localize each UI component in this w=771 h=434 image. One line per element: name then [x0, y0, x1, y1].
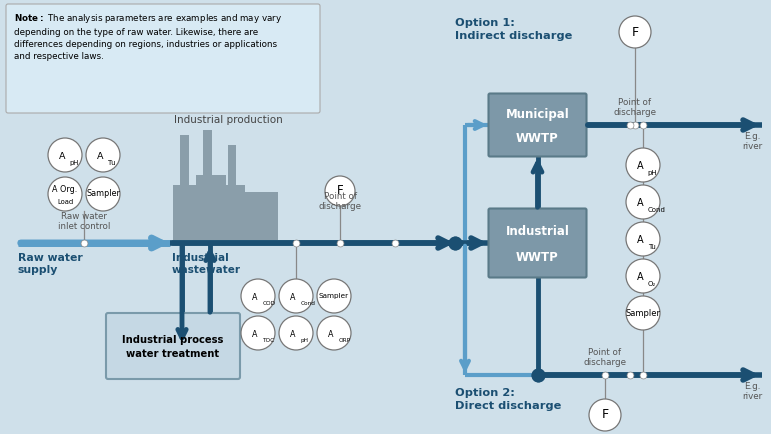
Bar: [180, 135, 189, 190]
Text: A: A: [252, 293, 258, 302]
Text: Municipal: Municipal: [506, 108, 569, 121]
Text: WWTP: WWTP: [516, 251, 559, 264]
Circle shape: [589, 399, 621, 431]
Bar: [203, 130, 212, 190]
Text: A: A: [637, 235, 643, 245]
Circle shape: [86, 138, 120, 172]
Text: Option 1:: Option 1:: [455, 18, 515, 28]
Text: A: A: [637, 161, 643, 171]
Text: Load: Load: [57, 199, 73, 205]
Text: Sampler: Sampler: [319, 293, 349, 299]
FancyBboxPatch shape: [489, 208, 587, 277]
Text: F: F: [631, 26, 638, 39]
Circle shape: [241, 316, 275, 350]
Text: E.g.
river: E.g. river: [742, 132, 762, 151]
Text: supply: supply: [18, 265, 59, 275]
Text: pH: pH: [301, 338, 308, 343]
Text: A: A: [290, 293, 296, 302]
Circle shape: [241, 279, 275, 313]
Bar: [243, 192, 278, 240]
Text: A: A: [637, 273, 643, 283]
Text: F: F: [337, 184, 343, 197]
FancyBboxPatch shape: [489, 93, 587, 157]
Text: COD: COD: [263, 301, 276, 306]
Circle shape: [279, 279, 313, 313]
Text: Cond: Cond: [301, 301, 316, 306]
Text: TOC: TOC: [263, 338, 275, 343]
Text: Industrial process: Industrial process: [123, 335, 224, 345]
Text: A Org.: A Org.: [52, 185, 78, 194]
Text: E.g.
river: E.g. river: [742, 382, 762, 401]
Text: pH: pH: [648, 170, 658, 176]
Circle shape: [626, 148, 660, 182]
Text: WWTP: WWTP: [516, 132, 559, 145]
Circle shape: [626, 222, 660, 256]
Text: Point of
discharge: Point of discharge: [584, 348, 627, 367]
Text: Industrial production: Industrial production: [173, 115, 282, 125]
Text: $\bf{Note:}$ The analysis parameters are examples and may vary
depending on the : $\bf{Note:}$ The analysis parameters are…: [14, 12, 282, 62]
Circle shape: [279, 316, 313, 350]
Text: A: A: [59, 152, 66, 161]
Text: Point of
discharge: Point of discharge: [318, 191, 362, 211]
Circle shape: [626, 259, 660, 293]
Text: Tu: Tu: [648, 244, 655, 250]
Text: A: A: [637, 198, 643, 208]
Bar: [173, 185, 201, 240]
Text: Tu: Tu: [108, 160, 115, 166]
Text: Raw water: Raw water: [18, 253, 82, 263]
Circle shape: [626, 185, 660, 219]
Text: Sampler: Sampler: [625, 309, 661, 318]
Text: Cond: Cond: [648, 207, 665, 213]
Text: Raw water
inlet control: Raw water inlet control: [58, 212, 110, 231]
Circle shape: [325, 176, 355, 206]
Bar: [223, 185, 245, 240]
Text: A: A: [96, 152, 103, 161]
Text: A: A: [252, 330, 258, 339]
FancyBboxPatch shape: [6, 4, 320, 113]
Circle shape: [317, 316, 351, 350]
Circle shape: [626, 296, 660, 330]
Text: pH: pH: [69, 160, 79, 166]
Text: Indirect discharge: Indirect discharge: [455, 31, 572, 41]
Circle shape: [48, 177, 82, 211]
Circle shape: [619, 16, 651, 48]
Text: Direct discharge: Direct discharge: [455, 401, 561, 411]
Text: ORP: ORP: [338, 338, 351, 343]
FancyBboxPatch shape: [106, 313, 240, 379]
Text: Point of
discharge: Point of discharge: [614, 98, 656, 117]
Text: A: A: [328, 330, 334, 339]
Circle shape: [317, 279, 351, 313]
Text: O₂: O₂: [648, 281, 656, 287]
Bar: [228, 145, 236, 192]
Text: F: F: [601, 408, 608, 421]
Text: Industrial: Industrial: [506, 225, 570, 238]
Text: water treatment: water treatment: [126, 349, 220, 359]
Text: A: A: [290, 330, 296, 339]
Bar: [196, 175, 226, 240]
Text: Industrial
wastewater: Industrial wastewater: [172, 253, 241, 275]
Text: Option 2:: Option 2:: [455, 388, 515, 398]
Text: Sampler: Sampler: [86, 190, 120, 198]
Circle shape: [86, 177, 120, 211]
Circle shape: [48, 138, 82, 172]
